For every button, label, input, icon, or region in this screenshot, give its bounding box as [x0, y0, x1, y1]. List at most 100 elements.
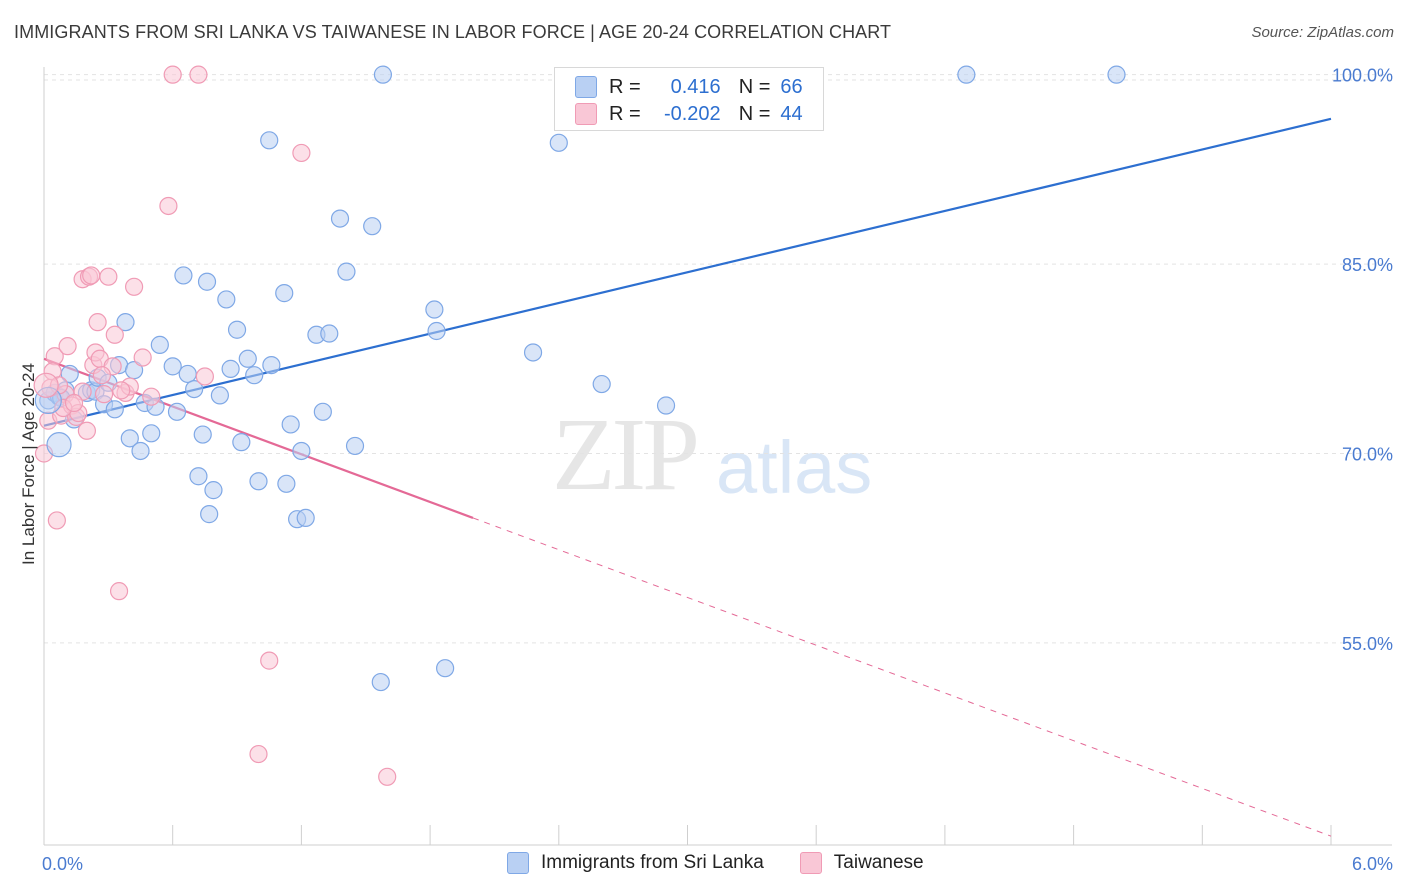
legend-swatch-taiwanese [799, 852, 822, 874]
data-point-sri-lanka [245, 366, 264, 385]
data-point-taiwanese [47, 511, 66, 530]
data-points [33, 65, 1126, 786]
data-point-sri-lanka [120, 429, 139, 448]
data-point-taiwanese [88, 313, 107, 332]
legend-n-value: 44 [780, 102, 803, 125]
data-point-sri-lanka [174, 266, 193, 285]
data-point-sri-lanka [656, 396, 676, 415]
data-point-sri-lanka [249, 472, 268, 491]
data-point-sri-lanka [142, 424, 161, 443]
data-point-taiwanese [109, 582, 129, 601]
data-point-sri-lanka [197, 272, 217, 291]
data-point-sri-lanka [292, 441, 311, 461]
data-point-sri-lanka [131, 441, 150, 461]
data-point-sri-lanka [523, 343, 543, 362]
data-point-sri-lanka [1107, 65, 1126, 84]
legend-swatch-sri-lanka [575, 76, 597, 98]
data-point-sri-lanka [150, 335, 169, 354]
y-tick-label: 70.0% [1342, 445, 1393, 465]
data-point-sri-lanka [185, 379, 204, 399]
y-tick-label: 100.0% [1332, 66, 1393, 86]
data-point-taiwanese [77, 421, 97, 440]
data-point-taiwanese [249, 744, 268, 764]
axes [43, 67, 1392, 846]
data-point-sri-lanka [275, 284, 294, 303]
data-point-taiwanese [292, 143, 311, 163]
data-point-sri-lanka [296, 508, 315, 528]
data-point-sri-lanka [345, 436, 365, 456]
correlation-legend: R = 0.416 N = 66 R = -0.202 N = 44 [554, 67, 824, 131]
data-point-taiwanese [58, 337, 77, 356]
legend-r-label: R = [609, 75, 641, 98]
data-point-sri-lanka [200, 505, 219, 524]
axis-labels: 55.0% 70.0% 85.0% 100.0% 0.0% 6.0% In Labor Fo… [19, 66, 1393, 874]
legend-item-sri-lanka[interactable]: Immigrants from Sri Lanka [507, 852, 764, 874]
data-point-sri-lanka [189, 467, 208, 486]
data-point-sri-lanka [281, 415, 300, 434]
x-tick-label: 6.0% [1352, 854, 1393, 874]
data-point-sri-lanka [262, 355, 281, 375]
x-tick-label: 0.0% [42, 854, 83, 874]
data-point-taiwanese [260, 651, 279, 670]
trend-line-dashed [472, 517, 1332, 837]
data-point-sri-lanka [105, 400, 124, 419]
data-point-sri-lanka [592, 374, 611, 394]
data-point-sri-lanka [436, 659, 455, 678]
data-point-sri-lanka [425, 300, 444, 319]
data-point-taiwanese [64, 393, 84, 413]
data-point-taiwanese [112, 381, 131, 400]
trend-lines [43, 117, 1332, 837]
data-point-taiwanese [99, 267, 118, 286]
data-point-sri-lanka [238, 349, 257, 368]
data-point-taiwanese [133, 348, 152, 367]
legend-swatch-taiwanese [575, 103, 597, 125]
data-point-sri-lanka [116, 313, 135, 332]
legend-n-value: 66 [780, 75, 803, 98]
data-point-sri-lanka [163, 357, 182, 376]
data-point-sri-lanka [178, 364, 197, 384]
chart-title: IMMIGRANTS FROM SRI LANKA VS TAIWANESE I… [14, 22, 892, 42]
data-point-taiwanese [159, 196, 178, 216]
trend-line-sri-lanka [43, 117, 1332, 427]
legend-r-label: R = [609, 102, 641, 125]
data-point-taiwanese [33, 372, 59, 398]
data-point-sri-lanka [221, 359, 240, 378]
data-point-taiwanese [163, 65, 182, 84]
data-point-sri-lanka [957, 65, 976, 84]
data-point-sri-lanka [277, 474, 296, 493]
data-point-sri-lanka [320, 324, 339, 343]
data-point-sri-lanka [313, 402, 332, 421]
data-point-sri-lanka [232, 433, 251, 452]
legend-row-taiwanese: R = -0.202 N = 44 [575, 101, 803, 127]
watermark-zip: ZIP [552, 397, 700, 512]
legend-r-value: 0.416 [670, 75, 721, 98]
legend-label-sri-lanka: Immigrants from Sri Lanka [541, 852, 764, 873]
legend-item-taiwanese[interactable]: Taiwanese [799, 852, 924, 874]
data-point-sri-lanka [46, 432, 72, 458]
data-point-taiwanese [124, 277, 144, 296]
data-point-sri-lanka [330, 209, 350, 228]
legend-n-label: N = [738, 102, 771, 125]
data-point-sri-lanka [193, 425, 212, 444]
data-point-taiwanese [94, 385, 114, 404]
data-point-sri-lanka [549, 133, 568, 152]
y-tick-label: 55.0% [1342, 634, 1393, 654]
data-point-sri-lanka [227, 320, 247, 339]
data-point-sri-lanka [427, 321, 446, 341]
y-tick-label: 85.0% [1342, 255, 1393, 275]
data-point-taiwanese [195, 367, 214, 386]
data-point-taiwanese [92, 366, 112, 385]
data-point-sri-lanka [204, 481, 223, 500]
legend-swatch-sri-lanka [507, 852, 529, 874]
legend-label-taiwanese: Taiwanese [833, 852, 924, 873]
data-point-taiwanese [82, 266, 101, 285]
data-point-sri-lanka [210, 386, 229, 405]
legend-r-value: -0.202 [663, 102, 721, 125]
y-axis-title: In Labor Force | Age 20-24 [19, 363, 38, 565]
data-point-taiwanese [142, 387, 161, 406]
data-point-sri-lanka [371, 672, 390, 692]
watermark-atlas: atlas [716, 426, 873, 509]
data-point-taiwanese [378, 767, 397, 786]
source-credit: Source: ZipAtlas.com [1251, 24, 1394, 41]
